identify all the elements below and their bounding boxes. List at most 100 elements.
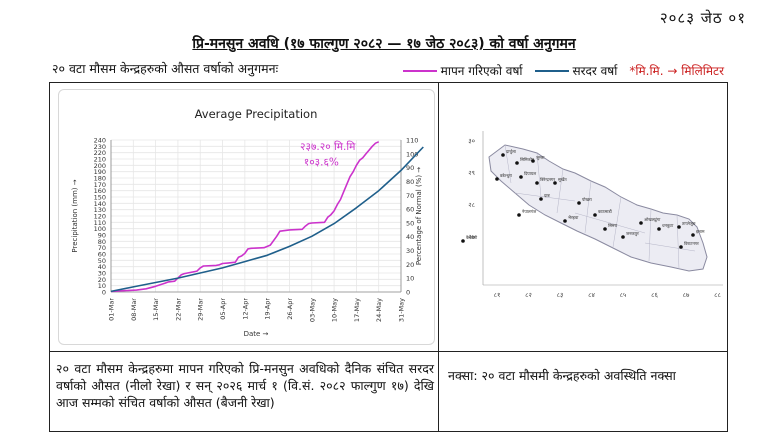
y2-tick-label: 70 bbox=[406, 192, 414, 200]
district-boundary bbox=[648, 208, 652, 262]
district-boundary bbox=[584, 180, 592, 234]
annotation-percent: १०३.६% bbox=[304, 156, 339, 168]
station-dot bbox=[535, 181, 539, 185]
y-tick-label: 120 bbox=[94, 213, 106, 221]
station-dot bbox=[677, 225, 681, 229]
report-date: २०८३ जेठ ०१ bbox=[659, 9, 746, 27]
report-title: प्रि-मनसुन अवधि (१७ फाल्गुण २०८२ — १७ जे… bbox=[192, 36, 576, 52]
station-label: बिरेन्द्रनगर bbox=[540, 177, 555, 182]
station-label: दिपायल bbox=[524, 171, 536, 176]
y-tick-label: 210 bbox=[94, 156, 106, 164]
district-boundary bbox=[504, 144, 512, 184]
x-tick-label: 24-May bbox=[375, 298, 383, 322]
x-tick-label: 01-Mar bbox=[108, 298, 116, 321]
station-label: भैरहवा bbox=[568, 215, 579, 220]
map-lon-label: ८५ bbox=[620, 291, 627, 299]
y-tick-label: 180 bbox=[94, 175, 106, 183]
district-boundary bbox=[644, 242, 696, 252]
y-tick-label: 100 bbox=[94, 225, 106, 233]
x-tick-label: 17-May bbox=[353, 298, 361, 322]
y-tick-label: 0 bbox=[102, 289, 106, 297]
y2-tick-label: 60 bbox=[406, 206, 414, 214]
legend-item-normal: सरदर वर्षा bbox=[534, 62, 618, 79]
station-map: ३० २९ २८ २७ ८१ ८२ ८३ ८४ ८५ ८६ ८७ ८८ दार्चुला सिमिकोट ज… bbox=[445, 123, 727, 313]
chart-caption: २० वटा मौसम केन्द्रहरुमा मापन गरिएको प्र… bbox=[56, 361, 434, 410]
station-dot bbox=[621, 235, 625, 239]
x-tick-label: 29-Mar bbox=[197, 298, 205, 321]
y2-tick-label: 0 bbox=[406, 289, 410, 297]
station-dot bbox=[553, 181, 557, 185]
x-tick-label: 12-Apr bbox=[241, 298, 249, 320]
map-lon-label: ८३ bbox=[557, 291, 564, 299]
legend-item-measured: मापन गरिएको वर्षा bbox=[402, 62, 523, 79]
station-dot bbox=[577, 201, 581, 205]
station-dot bbox=[517, 213, 521, 217]
district-boundary bbox=[676, 214, 680, 270]
y-tick-label: 170 bbox=[94, 181, 106, 189]
station-label: सुर्खेत bbox=[558, 177, 567, 183]
y-tick-label: 220 bbox=[94, 149, 106, 157]
station-dot bbox=[603, 227, 607, 231]
series-line-measured bbox=[110, 141, 380, 293]
y-tick-label: 240 bbox=[94, 137, 106, 145]
map-lat-label: ३० bbox=[468, 137, 475, 145]
y2-tick-label: 20 bbox=[406, 261, 414, 269]
map-lon-label: ८२ bbox=[525, 291, 532, 299]
y2-tick-label: 10 bbox=[406, 275, 414, 283]
station-label: पोखरा bbox=[582, 197, 593, 202]
x-tick-label: 15-Mar bbox=[152, 298, 160, 321]
station-label: काठमाडौं bbox=[598, 209, 613, 214]
y2-axis-label: Percentage of Normal (%) → bbox=[415, 167, 423, 265]
y-tick-label: 90 bbox=[98, 232, 106, 240]
station-label: दाङ bbox=[544, 193, 550, 198]
y2-tick-label: 90 bbox=[406, 164, 414, 172]
station-dot bbox=[495, 177, 499, 181]
nepal-outline bbox=[488, 144, 708, 272]
table-divider-horizontal bbox=[50, 351, 727, 352]
y-tick-label: 230 bbox=[94, 143, 106, 151]
y2-tick-label: 110 bbox=[406, 137, 418, 145]
station-dot bbox=[657, 227, 661, 231]
x-tick-label: 03-May bbox=[308, 298, 316, 322]
station-label: ताप्लेजुङ bbox=[682, 221, 696, 227]
map-lat-label: २७ bbox=[468, 233, 475, 241]
station-label: डडेल्धुरा bbox=[499, 173, 513, 179]
station-label: सिमरा bbox=[608, 223, 618, 228]
station-dot bbox=[515, 161, 519, 165]
station-label: ओखलढुंगा bbox=[644, 217, 661, 223]
station-dot bbox=[639, 221, 643, 225]
x-axis-label: Date → bbox=[244, 330, 269, 338]
y-tick-label: 30 bbox=[98, 270, 106, 278]
y2-tick-label: 50 bbox=[406, 219, 414, 227]
y2-tick-label: 40 bbox=[406, 233, 414, 241]
district-boundary bbox=[514, 192, 576, 202]
legend-swatch-normal bbox=[534, 69, 569, 72]
x-tick-label: 26-Apr bbox=[286, 298, 294, 320]
x-tick-label: 19-Apr bbox=[264, 298, 272, 320]
map-lon-label: ८८ bbox=[714, 291, 721, 299]
station-dot bbox=[461, 239, 465, 243]
station-dot bbox=[679, 245, 683, 249]
district-boundary bbox=[612, 196, 622, 248]
y-tick-label: 50 bbox=[98, 257, 106, 265]
y2-tick-label: 30 bbox=[406, 247, 414, 255]
x-tick-label: 05-Apr bbox=[219, 298, 227, 320]
y-tick-label: 150 bbox=[94, 194, 106, 202]
map-lat-label: २९ bbox=[468, 169, 475, 177]
map-lat-label: २८ bbox=[468, 201, 475, 209]
y-tick-label: 20 bbox=[98, 276, 106, 284]
x-tick-label: 31-May bbox=[398, 298, 406, 322]
station-dot bbox=[531, 159, 535, 163]
layout-table: Average Precipitation 0 10 20 30 40 50 60 70 80 90… bbox=[49, 82, 728, 432]
precipitation-chart: Average Precipitation0102030405060708090… bbox=[71, 107, 424, 338]
y-tick-label: 60 bbox=[98, 251, 106, 259]
y-tick-label: 10 bbox=[98, 282, 106, 290]
table-divider-vertical bbox=[438, 83, 439, 431]
map-caption: नक्सा: २० वटा मौसमी केन्द्रहरुको अवस्थित… bbox=[448, 368, 676, 383]
legend-label-normal: सरदर वर्षा bbox=[572, 64, 618, 78]
station-dot bbox=[691, 233, 695, 237]
x-tick-label: 08-Mar bbox=[130, 298, 138, 321]
y-tick-label: 80 bbox=[98, 238, 106, 246]
series-line-normal bbox=[110, 146, 424, 293]
